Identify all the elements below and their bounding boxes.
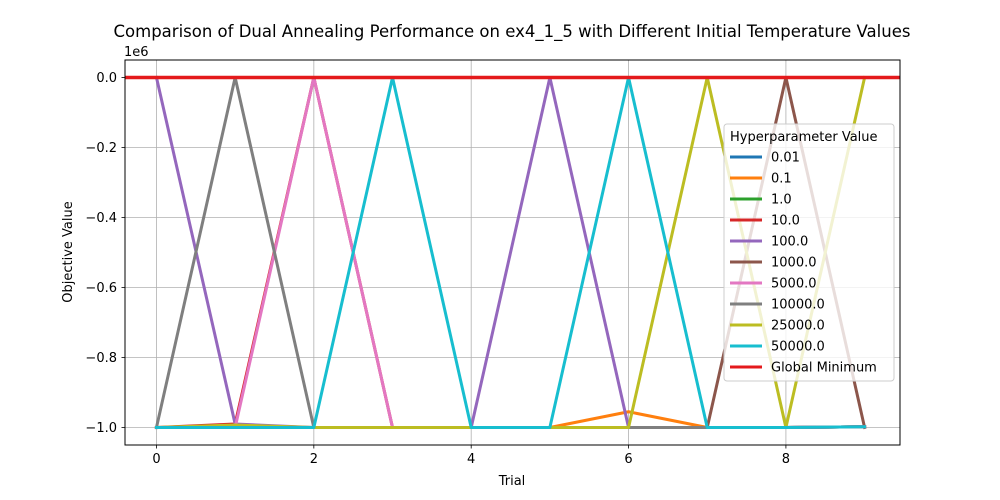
y-tick-label: −0.6 (85, 281, 117, 296)
legend-label: 1.0 (771, 193, 792, 208)
legend-label: 10000.0 (771, 298, 825, 313)
y-tick-label: 0.0 (96, 71, 117, 86)
legend-label: 10.0 (771, 214, 800, 229)
legend: Hyperparameter Value 0.01 0.1 1.0 10.0 100.0… (723, 123, 895, 382)
chart-title: Comparison of Dual Annealing Performance… (114, 22, 911, 42)
legend-label: 5000.0 (771, 277, 817, 292)
legend-title: Hyperparameter Value (730, 130, 878, 145)
x-tick-label: 2 (310, 452, 318, 467)
y-tick-label: −1.0 (85, 421, 117, 436)
axis-ticks: 0 2 4 6 8 0.0 −0.2 −0.4 −0.6 −0.8 −1.0 (85, 71, 790, 467)
x-tick-label: 4 (467, 452, 475, 467)
y-axis-label: Objective Value (61, 201, 76, 302)
series-lines (154, 75, 867, 430)
plot-frame (124, 59, 901, 446)
x-tick-label: 0 (152, 452, 160, 467)
legend-entries: 0.01 0.1 1.0 10.0 100.0 1000.0 5000.0 10000.0 25… (730, 151, 877, 376)
y-offset-label: 1e6 (124, 45, 149, 60)
x-tick-label: 6 (624, 452, 632, 467)
x-tick-label: 8 (782, 452, 790, 467)
legend-label: 0.01 (771, 151, 800, 166)
legend-label: 1000.0 (771, 256, 817, 271)
legend-label: 100.0 (771, 235, 808, 250)
legend-box (723, 123, 895, 382)
y-tick-label: −0.8 (85, 351, 117, 366)
y-tick-label: −0.4 (85, 211, 117, 226)
legend-label: 0.1 (771, 172, 792, 187)
series-line-50000-0 (154, 76, 867, 429)
legend-label: Global Minimum (771, 361, 877, 376)
y-tick-label: −0.2 (85, 141, 117, 156)
x-axis-label: Trial (498, 474, 526, 489)
legend-label: 25000.0 (771, 319, 825, 334)
legend-label: 50000.0 (771, 340, 825, 355)
